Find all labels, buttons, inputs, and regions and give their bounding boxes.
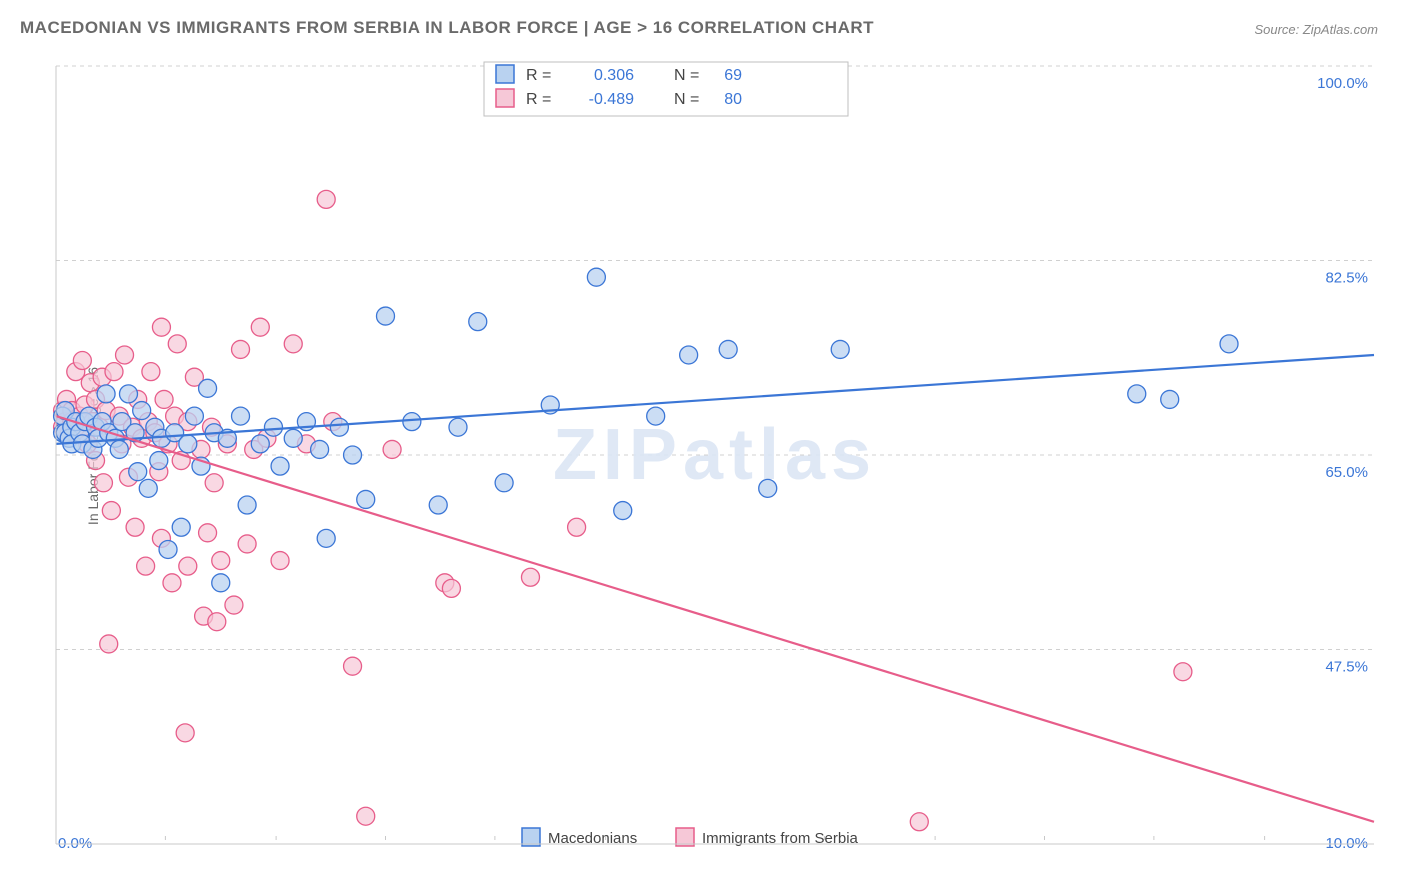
legend-top: R = 0.306 N = 69 R = -0.489 N = 80 [484, 62, 848, 116]
legend-r-value: -0.489 [589, 91, 634, 108]
y-tick-label: 65.0% [1325, 464, 1368, 481]
scatter-point [1161, 390, 1179, 408]
scatter-point [152, 318, 170, 336]
scatter-point [176, 724, 194, 742]
scatter-point [129, 463, 147, 481]
scatter-point [344, 657, 362, 675]
scatter-point [97, 385, 115, 403]
scatter-point [1220, 335, 1238, 353]
scatter-point [719, 340, 737, 358]
scatter-point [383, 440, 401, 458]
scatter-point [1174, 663, 1192, 681]
scatter-point [403, 413, 421, 431]
scatter-point [163, 574, 181, 592]
scatter-point [251, 435, 269, 453]
scatter-point [179, 435, 197, 453]
scatter-point [449, 418, 467, 436]
scatter-point [168, 335, 186, 353]
y-tick-label: 82.5% [1325, 270, 1368, 287]
scatter-point [357, 807, 375, 825]
scatter-point [73, 352, 91, 370]
scatter-point [357, 490, 375, 508]
legend-swatch [676, 828, 694, 846]
scatter-point [110, 440, 128, 458]
scatter-point [568, 518, 586, 536]
source-credit: Source: ZipAtlas.com [1254, 22, 1378, 37]
scatter-point [199, 379, 217, 397]
scatter-point [205, 474, 223, 492]
scatter-point [271, 552, 289, 570]
legend-n-value: 69 [724, 67, 742, 84]
scatter-point [185, 407, 203, 425]
legend-n-label: N = [674, 67, 699, 84]
scatter-point [225, 596, 243, 614]
scatter-point [680, 346, 698, 364]
scatter-point [137, 557, 155, 575]
scatter-chart: 47.5% 65.0% 82.5% 100.0% 0.0% 10.0% ZIPatlas R … [52, 60, 1378, 850]
scatter-point [317, 529, 335, 547]
chart-title: MACEDONIAN VS IMMIGRANTS FROM SERBIA IN … [20, 18, 874, 38]
scatter-point [116, 346, 134, 364]
scatter-point [126, 518, 144, 536]
scatter-point [155, 390, 173, 408]
scatter-point [759, 479, 777, 497]
scatter-point [264, 418, 282, 436]
legend-r-label: R = [526, 67, 551, 84]
legend-r-label: R = [526, 91, 551, 108]
legend-swatch [496, 89, 514, 107]
scatter-point [469, 313, 487, 331]
scatter-point [831, 340, 849, 358]
scatter-point [105, 363, 123, 381]
chart-area: 47.5% 65.0% 82.5% 100.0% 0.0% 10.0% ZIPatlas R … [52, 60, 1378, 850]
scatter-point [344, 446, 362, 464]
scatter-point [94, 474, 112, 492]
scatter-point [495, 474, 513, 492]
scatter-point [172, 518, 190, 536]
scatter-point [139, 479, 157, 497]
scatter-point [614, 502, 632, 520]
scatter-point [311, 440, 329, 458]
scatter-point [159, 540, 177, 558]
scatter-point [212, 552, 230, 570]
y-tick-label: 100.0% [1317, 75, 1368, 92]
scatter-point [284, 335, 302, 353]
scatter-point [377, 307, 395, 325]
scatter-point [442, 579, 460, 597]
scatter-point [208, 613, 226, 631]
scatter-point [251, 318, 269, 336]
scatter-point [119, 385, 137, 403]
scatter-point [271, 457, 289, 475]
scatter-point [238, 496, 256, 514]
y-tick-label: 47.5% [1325, 659, 1368, 676]
watermark: ZIPatlas [553, 415, 877, 495]
scatter-point [199, 524, 217, 542]
scatter-point [317, 190, 335, 208]
scatter-point [150, 452, 168, 470]
scatter-point [179, 557, 197, 575]
legend-r-value: 0.306 [594, 67, 634, 84]
scatter-point [284, 429, 302, 447]
scatter-point [910, 813, 928, 831]
scatter-point [429, 496, 447, 514]
legend-n-label: N = [674, 91, 699, 108]
scatter-point [587, 268, 605, 286]
scatter-point [521, 568, 539, 586]
scatter-point [102, 502, 120, 520]
scatter-point [647, 407, 665, 425]
x-tick-label: 0.0% [58, 835, 92, 850]
x-tick-label: 10.0% [1325, 835, 1368, 850]
legend-n-value: 80 [724, 91, 742, 108]
scatter-point [238, 535, 256, 553]
scatter-point [232, 340, 250, 358]
scatter-point [212, 574, 230, 592]
scatter-point [133, 402, 151, 420]
scatter-point [232, 407, 250, 425]
legend-swatch [496, 65, 514, 83]
scatter-point [1128, 385, 1146, 403]
legend-swatch [522, 828, 540, 846]
scatter-point [142, 363, 160, 381]
scatter-point [330, 418, 348, 436]
scatter-point [100, 635, 118, 653]
